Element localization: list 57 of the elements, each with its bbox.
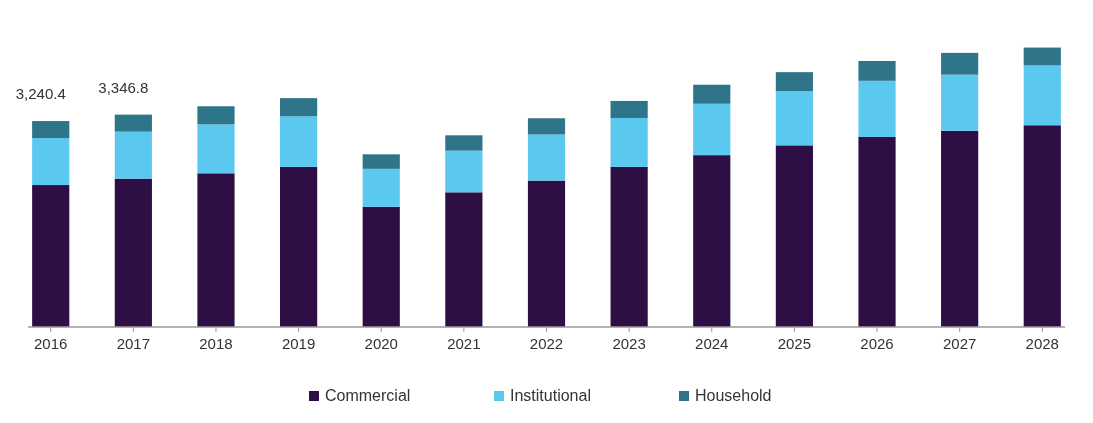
x-tick-label: 2027 <box>942 335 977 352</box>
bar <box>527 134 566 181</box>
bar <box>941 52 979 75</box>
bar <box>114 178 152 327</box>
bar <box>775 91 813 146</box>
x-tick-label: 2019 <box>281 335 316 352</box>
x-tick-label: 2020 <box>364 335 398 352</box>
bar <box>280 98 318 117</box>
bar <box>527 180 566 327</box>
x-tick-label: 2026 <box>860 335 894 352</box>
x-tick-label: 2025 <box>777 335 812 352</box>
bar <box>858 80 896 137</box>
bar <box>693 103 731 156</box>
bar <box>445 150 483 193</box>
bar <box>693 155 731 327</box>
bar <box>693 84 731 104</box>
x-tick-label: 2018 <box>199 335 233 352</box>
bar <box>775 72 813 92</box>
bar <box>197 106 235 125</box>
x-tick-label: 2023 <box>612 335 646 352</box>
bar <box>280 166 318 327</box>
x-tick-label: 2017 <box>116 335 151 352</box>
bar <box>114 131 152 179</box>
bar <box>1023 47 1061 66</box>
bar <box>32 185 70 327</box>
x-tick-label: 2024 <box>695 335 729 352</box>
x-tick-label: 2022 <box>529 335 564 352</box>
annotation: 3,240.4 <box>15 85 66 103</box>
bar <box>197 173 235 327</box>
bar <box>858 60 896 81</box>
bar <box>445 135 483 151</box>
bar <box>775 145 813 327</box>
bar <box>362 168 400 207</box>
bar <box>610 166 648 327</box>
bar <box>32 138 70 186</box>
legend-label: Household <box>695 387 772 404</box>
x-tick-label: 2028 <box>1025 335 1059 352</box>
x-tick-label: 2021 <box>447 335 481 352</box>
bar <box>114 114 152 132</box>
bar <box>941 74 979 131</box>
bar <box>527 118 566 135</box>
bar <box>362 206 400 327</box>
bar <box>32 121 70 139</box>
bar <box>445 192 483 327</box>
bar <box>280 116 318 167</box>
bar <box>858 136 896 327</box>
bar <box>610 100 648 118</box>
legend-label: Institutional <box>510 387 591 404</box>
legend-label: Commercial <box>325 387 411 404</box>
bar <box>610 117 648 167</box>
bar <box>1023 65 1061 126</box>
annotation: 3,346.8 <box>98 78 149 96</box>
bar <box>197 124 235 174</box>
bar <box>1023 125 1061 327</box>
x-tick-label: 2016 <box>34 335 68 352</box>
bar <box>362 154 400 169</box>
bar <box>941 130 979 327</box>
